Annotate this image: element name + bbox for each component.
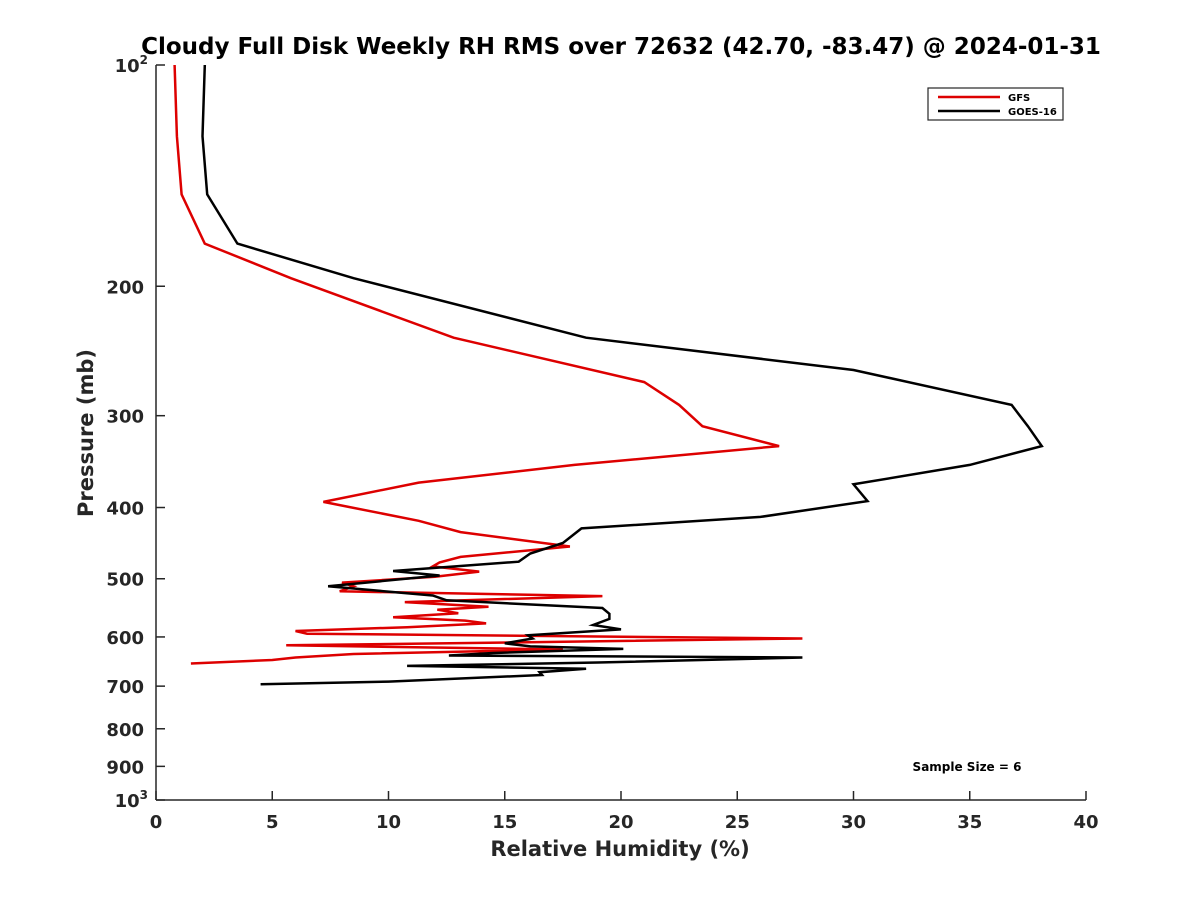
x-tick-label: 15 <box>492 812 517 833</box>
x-axis: 0 5 10 15 20 25 30 35 40 <box>150 791 1099 833</box>
x-tick-label: 5 <box>266 812 279 833</box>
x-tick-label: 10 <box>376 812 401 833</box>
y-tick-label: 900 <box>106 757 144 778</box>
series-line-goes-16 <box>201 64 1044 686</box>
x-tick-label: 30 <box>841 812 866 833</box>
y-axis: 102 200 300 400 500 600 700 800 900 103 <box>106 53 165 812</box>
y-tick-label: 400 <box>106 499 144 520</box>
x-tick-label: 20 <box>608 812 633 833</box>
x-tick-label: 25 <box>725 812 750 833</box>
y-tick-label: 500 <box>106 570 144 591</box>
y-tick-label: 300 <box>106 407 144 428</box>
x-axis-label: Relative Humidity (%) <box>490 837 749 861</box>
y-tick-label: 600 <box>106 628 144 649</box>
chart-title: Cloudy Full Disk Weekly RH RMS over 7263… <box>141 34 1101 60</box>
legend-label-goes-16: GOES-16 <box>1008 107 1057 118</box>
legend-label-gfs: GFS <box>1008 93 1030 104</box>
x-tick-label: 0 <box>150 812 163 833</box>
y-axis-label: Pressure (mb) <box>74 349 98 517</box>
y-tick-label: 200 <box>106 277 144 298</box>
x-tick-label: 40 <box>1073 812 1098 833</box>
plot-area <box>173 64 1044 686</box>
y-tick-label: 103 <box>115 788 148 812</box>
y-tick-label: 700 <box>106 677 144 698</box>
series-line-gfs <box>173 64 803 665</box>
sample-size-annotation: Sample Size = 6 <box>913 760 1022 774</box>
x-tick-label: 35 <box>957 812 982 833</box>
legend-box <box>927 87 1064 121</box>
y-tick-label: 800 <box>106 720 144 741</box>
legend: GFS GOES-16 <box>927 87 1064 121</box>
y-tick-label: 102 <box>115 53 148 77</box>
